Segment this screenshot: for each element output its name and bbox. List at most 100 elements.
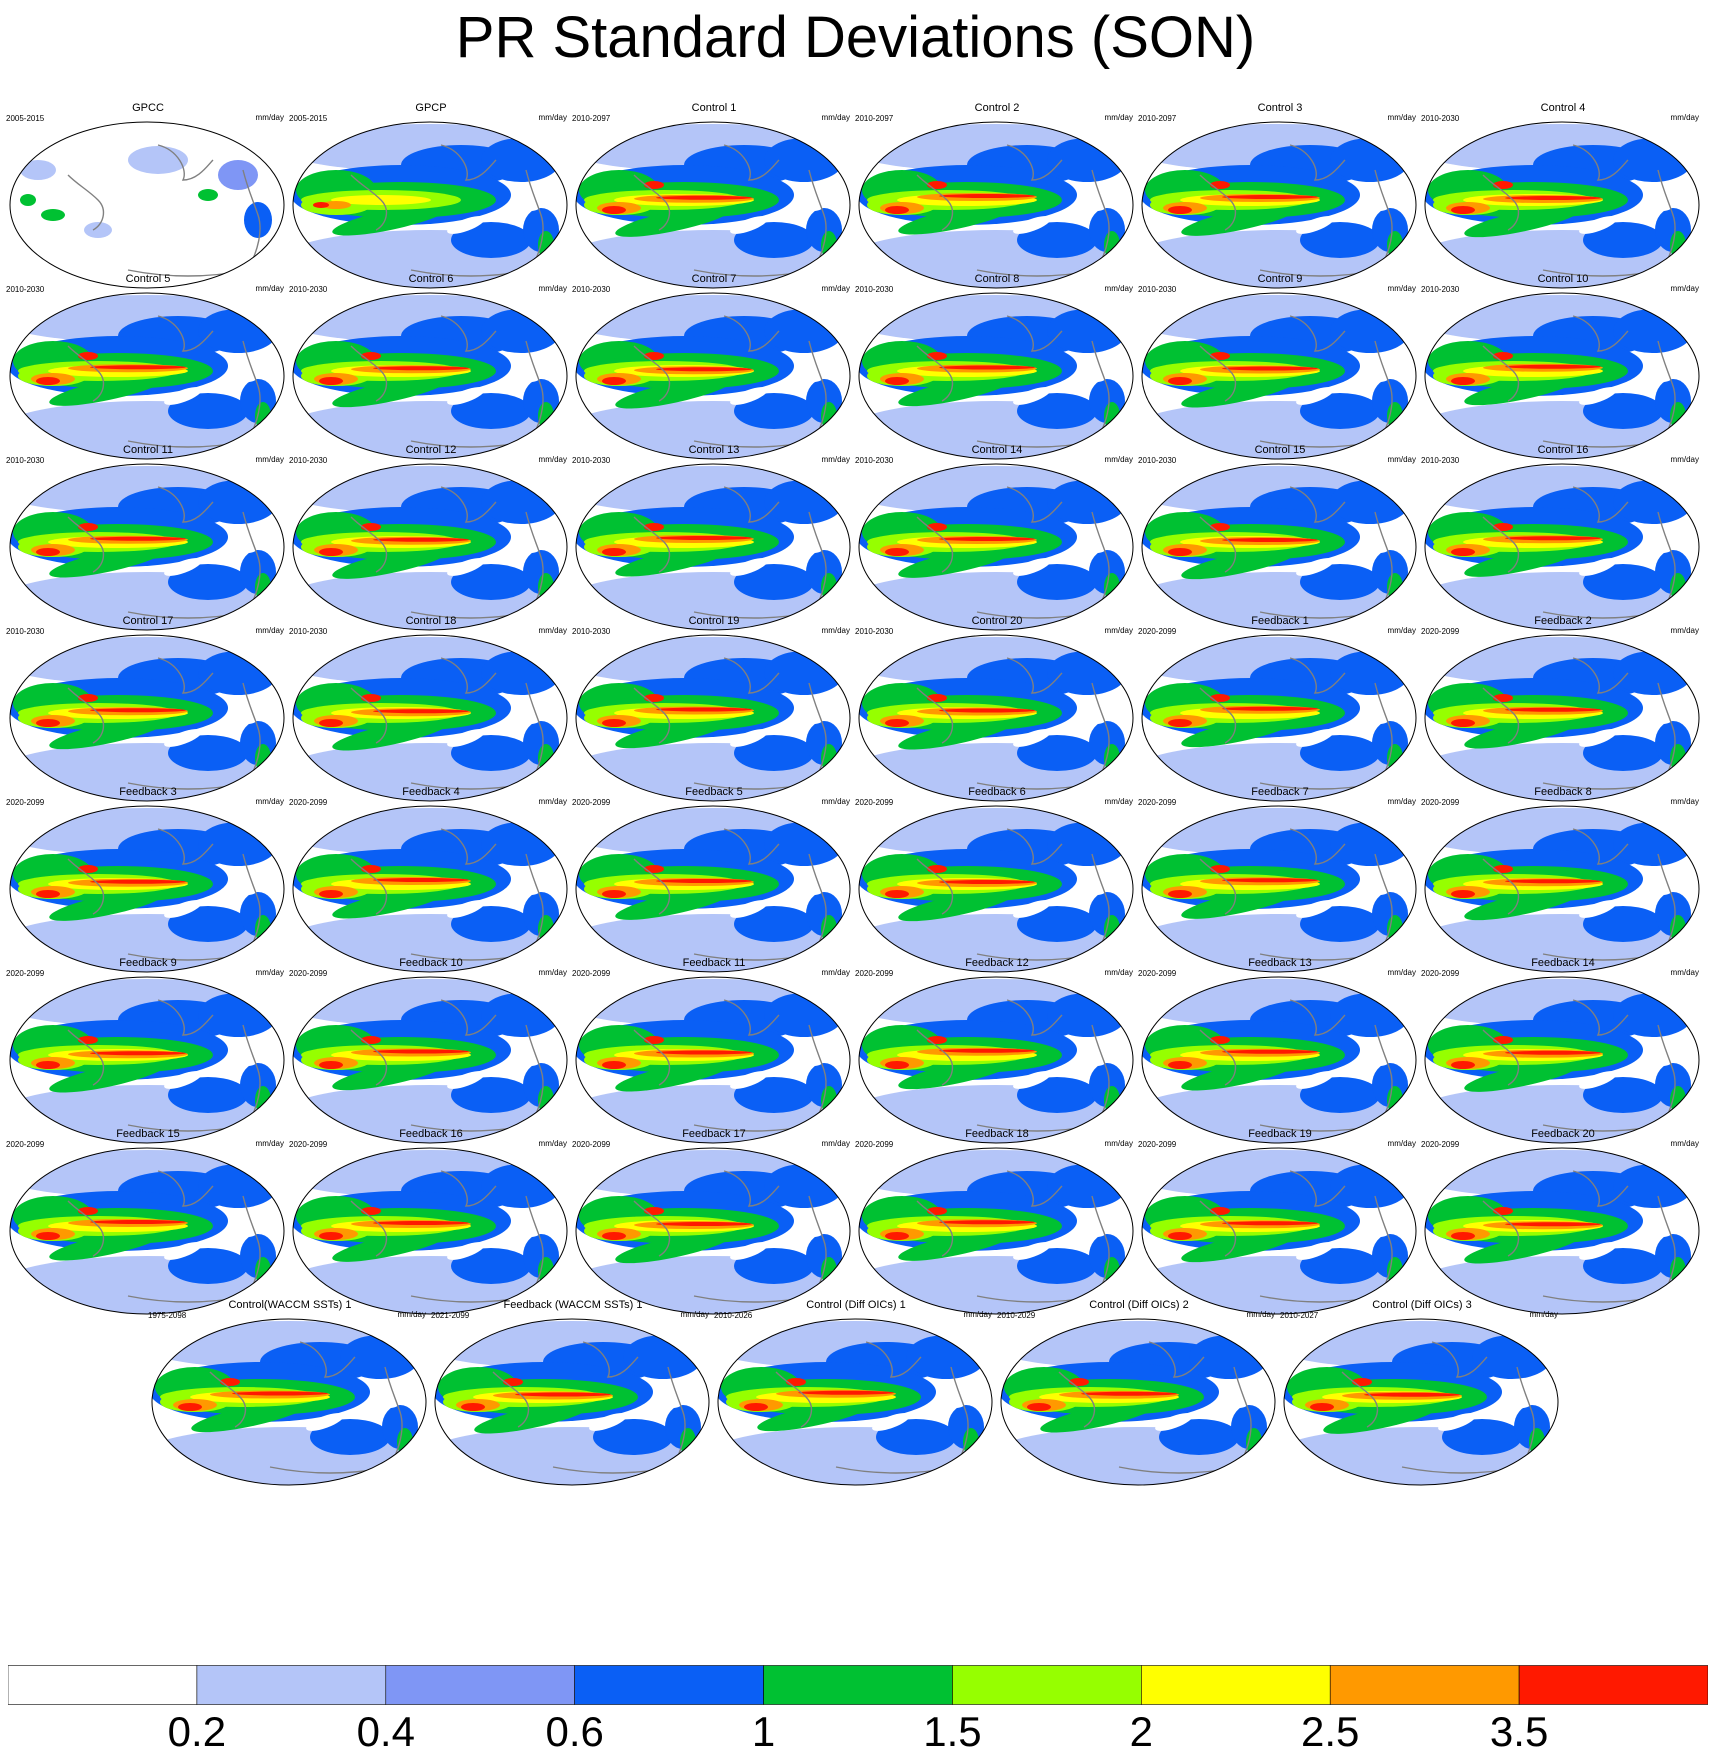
coastline	[242, 1195, 261, 1297]
precip-field	[1001, 1319, 1275, 1485]
coastline	[1199, 345, 1237, 402]
map-outline	[9, 805, 285, 973]
map-plot	[575, 634, 851, 802]
north-atlantic	[1047, 993, 1127, 1037]
spcz	[898, 717, 1016, 750]
spcz	[898, 374, 1016, 407]
precip-field	[1425, 635, 1699, 801]
panel-title: Feedback 11	[682, 957, 746, 969]
map-outline	[9, 292, 285, 460]
panel-units: mm/day	[1387, 1139, 1416, 1148]
coastline	[1289, 315, 1346, 352]
map-panel: Feedback 4 2020-2099 mm/day	[289, 786, 573, 976]
coastline	[1091, 1024, 1110, 1126]
wp-red	[361, 865, 381, 873]
south-pacific	[451, 222, 531, 258]
coastline	[1199, 858, 1237, 915]
io-red	[319, 1061, 343, 1069]
colorbar-swatch	[196, 1665, 387, 1705]
land-shade	[20, 160, 56, 180]
wp-red	[1493, 865, 1513, 873]
spcz	[1181, 547, 1299, 580]
panel-title: Feedback 20	[1531, 1128, 1595, 1140]
wp-red	[927, 1036, 947, 1044]
north-atlantic	[481, 1164, 561, 1208]
map-outline	[575, 292, 851, 460]
map-plot	[1424, 292, 1700, 460]
map-outline	[292, 1147, 568, 1315]
io-red	[319, 377, 343, 385]
coastline	[1572, 315, 1629, 352]
panel-units: mm/day	[1670, 113, 1699, 122]
panel-title: Feedback 12	[965, 957, 1029, 969]
map-plot	[858, 1147, 1134, 1315]
map-plot	[151, 1318, 427, 1486]
coastline	[157, 1170, 214, 1207]
precip-field	[1142, 806, 1416, 972]
spcz	[332, 1058, 450, 1091]
wp-red	[927, 1207, 947, 1215]
colorbar-labels: 0.2 0.4 0.6 1 1.5 2 2.5 3.5	[0, 1708, 1711, 1758]
north-atlantic	[1330, 822, 1410, 866]
map-panel: Feedback 10 2020-2099 mm/day	[289, 957, 573, 1147]
io-red	[885, 206, 909, 214]
io-red	[885, 1061, 909, 1069]
spcz	[615, 888, 733, 920]
dry-se-pacific	[730, 216, 768, 234]
coastline	[525, 169, 544, 271]
panel-title: Feedback 15	[116, 1128, 180, 1140]
coastline	[1374, 1195, 1393, 1297]
map-plot	[575, 292, 851, 460]
panel-units: mm/day	[821, 1139, 850, 1148]
io-red	[1451, 1061, 1475, 1069]
itcz-red	[373, 1049, 469, 1054]
panel-title: Control (Diff OICs) 2	[1089, 1299, 1189, 1311]
map-outline	[1283, 1318, 1559, 1486]
map-plot	[1141, 1147, 1417, 1315]
north-atlantic	[1330, 138, 1410, 182]
panel-years: 2010-2097	[1138, 114, 1177, 123]
precip-field	[576, 977, 850, 1143]
south-pacific	[451, 1077, 531, 1113]
north-atlantic	[1613, 651, 1693, 695]
coastline	[1199, 687, 1237, 744]
coastline	[350, 174, 388, 231]
south-pacific	[593, 1419, 673, 1455]
north-atlantic	[1189, 1335, 1269, 1379]
coastline	[384, 1366, 403, 1468]
colorbar-swatch	[952, 1665, 1142, 1705]
land-shade	[244, 202, 272, 238]
north-atlantic	[198, 480, 278, 524]
precip-field	[859, 806, 1133, 972]
coastline	[157, 486, 214, 523]
spcz	[615, 376, 733, 409]
wp-red	[361, 352, 381, 360]
map-outline	[1424, 463, 1700, 631]
dry-se-pacific	[447, 1242, 485, 1260]
wp-red	[1210, 865, 1230, 873]
panel-title: Feedback 16	[399, 1128, 463, 1140]
south-pacific	[1583, 564, 1663, 600]
precip-field	[859, 635, 1133, 801]
panel-units: mm/day	[1529, 1310, 1558, 1319]
io-red	[319, 1232, 343, 1240]
panel-units: mm/day	[1670, 284, 1699, 293]
coastline	[1482, 687, 1520, 744]
map-outline	[9, 976, 285, 1144]
panel-units: mm/day	[255, 284, 284, 293]
panel-title: Feedback 14	[1531, 957, 1595, 969]
panel-units: mm/day	[1387, 455, 1416, 464]
dry-se-pacific	[730, 1242, 768, 1260]
wp-red	[1493, 1207, 1513, 1215]
coastline	[1289, 1170, 1346, 1207]
coastline	[67, 516, 105, 573]
panel-title: Feedback 1	[1251, 615, 1309, 627]
map-panels-grid: GPCC 2005-2015 mm/day GPCP 2005-2015 mm/day Co…	[6, 102, 1700, 1486]
map-plot	[858, 634, 1134, 802]
io-red	[319, 719, 343, 727]
panel-years: 2020-2099	[6, 1140, 45, 1149]
south-pacific	[734, 222, 814, 258]
coastline	[1572, 144, 1629, 181]
io-red	[1451, 719, 1475, 727]
south-pacific	[1300, 1077, 1380, 1113]
